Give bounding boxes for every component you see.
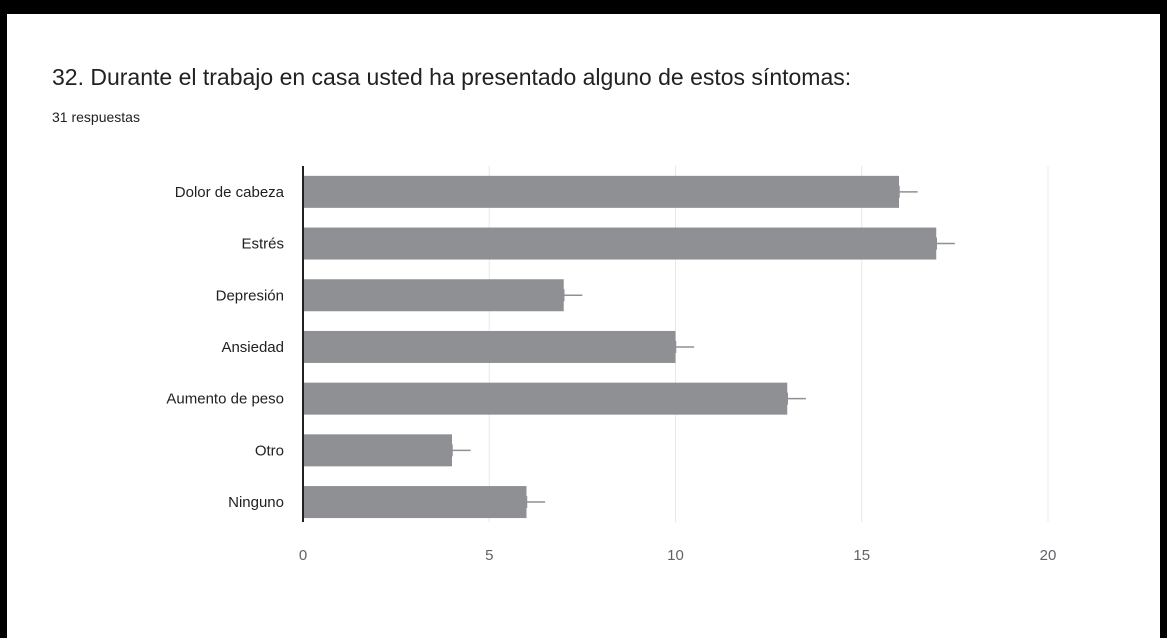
response-count: 31 respuestas	[52, 109, 140, 125]
bar	[303, 434, 452, 467]
chart-title: 32. Durante el trabajo en casa usted ha …	[52, 64, 852, 90]
gridlines	[488, 166, 1049, 522]
category-label: Ninguno	[228, 494, 284, 511]
x-tick-label: 10	[667, 547, 684, 564]
bar	[303, 175, 899, 208]
category-label: Ansiedad	[221, 339, 284, 356]
bar	[303, 279, 564, 312]
bar	[303, 227, 937, 260]
category-label: Estrés	[241, 236, 284, 253]
category-label: Otro	[255, 442, 284, 459]
bar	[303, 330, 676, 363]
labels: 0 5 10 15 20 Dolor de cabeza Estrés Depresión An…	[166, 184, 1056, 564]
x-tick-label: 15	[853, 547, 870, 564]
category-label: Dolor de cabeza	[175, 184, 285, 201]
bars	[303, 175, 955, 519]
bar	[303, 486, 527, 519]
category-label: Aumento de peso	[166, 391, 284, 408]
x-tick-label: 0	[299, 547, 307, 564]
x-tick-label: 20	[1040, 547, 1057, 564]
x-tick-label: 5	[485, 547, 493, 564]
bar	[303, 382, 788, 415]
category-label: Depresión	[216, 287, 284, 304]
